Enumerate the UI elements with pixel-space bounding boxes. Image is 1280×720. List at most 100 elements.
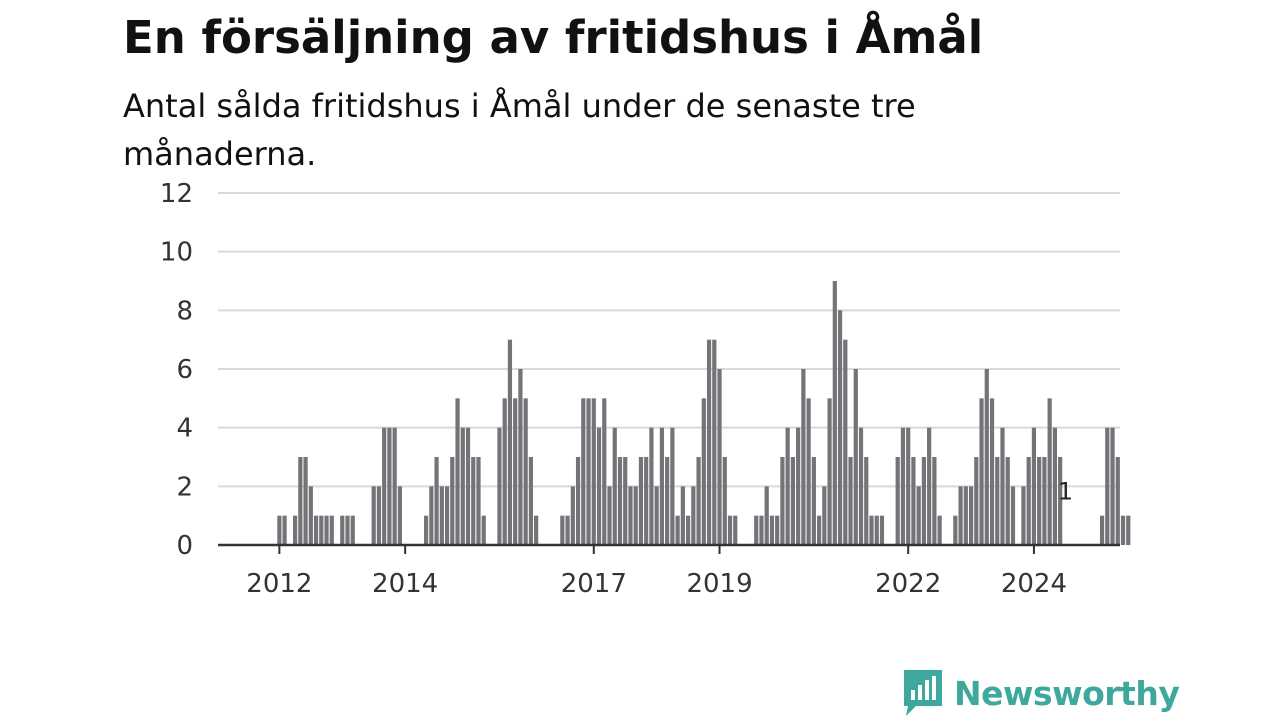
bar <box>476 457 481 545</box>
brand-logo: Newsworthy <box>902 668 1180 718</box>
bar <box>565 515 570 545</box>
bar <box>974 457 979 545</box>
bar <box>502 398 507 545</box>
bar <box>638 457 644 545</box>
bar <box>350 515 355 545</box>
bar <box>329 515 334 545</box>
x-tick-label: 2012 <box>246 569 312 599</box>
bar <box>607 486 612 545</box>
bar <box>277 515 282 545</box>
bar <box>874 515 879 545</box>
bar <box>1000 427 1005 545</box>
bar <box>534 515 539 545</box>
bar <box>460 427 465 545</box>
bar <box>1010 486 1016 545</box>
bar <box>680 486 685 545</box>
y-tick-label: 10 <box>160 238 193 268</box>
bar <box>895 457 900 545</box>
x-tick-label: 2024 <box>1001 569 1067 599</box>
bar <box>586 398 591 545</box>
bar <box>649 427 654 545</box>
bar <box>602 398 607 545</box>
bar <box>686 515 691 545</box>
bar <box>717 369 722 545</box>
bar <box>775 515 780 545</box>
bar <box>879 515 885 545</box>
bar <box>308 486 313 545</box>
bar <box>670 427 675 545</box>
bars <box>277 281 1131 545</box>
y-tick-label: 6 <box>176 355 193 385</box>
bar <box>796 427 801 545</box>
bar <box>1120 515 1126 545</box>
bar <box>654 486 659 545</box>
bar <box>979 398 984 545</box>
newsworthy-logo-icon <box>904 670 942 716</box>
bar <box>759 515 764 545</box>
bar <box>832 281 837 545</box>
bar <box>1105 427 1110 545</box>
bar <box>790 457 795 545</box>
bar <box>900 427 906 545</box>
bar <box>387 427 392 545</box>
bar <box>911 457 916 545</box>
bar <box>864 457 869 545</box>
bar <box>764 486 769 545</box>
bar <box>319 515 324 545</box>
bar <box>623 457 628 545</box>
bar <box>481 515 486 545</box>
bar <box>644 457 649 545</box>
bar <box>282 515 287 545</box>
bar <box>434 457 439 545</box>
bar <box>382 427 387 545</box>
bar <box>513 398 518 545</box>
bar <box>518 369 523 545</box>
chart-title: En försäljning av fritidshus i Åmål <box>123 11 984 64</box>
bar <box>1005 457 1010 545</box>
bar <box>429 486 434 545</box>
bar <box>822 486 827 545</box>
bar <box>450 457 455 545</box>
bar <box>958 486 963 545</box>
bar <box>843 339 848 545</box>
bar <box>722 457 727 545</box>
bar <box>1047 398 1052 545</box>
bar <box>853 369 858 545</box>
bar <box>984 369 989 545</box>
bar <box>1099 515 1105 545</box>
bar <box>1126 515 1131 545</box>
bar <box>523 398 528 545</box>
bar <box>596 427 602 545</box>
bar <box>1031 427 1037 545</box>
bar <box>376 486 382 545</box>
bar <box>837 310 843 545</box>
bar <box>497 427 502 545</box>
bar <box>1021 486 1026 545</box>
bar <box>444 486 450 545</box>
bar <box>439 486 444 545</box>
bar <box>345 515 350 545</box>
bar <box>817 515 822 545</box>
bar <box>424 515 429 545</box>
bar <box>712 339 717 545</box>
bar <box>612 427 617 545</box>
bar <box>633 486 638 545</box>
bar <box>1052 427 1057 545</box>
bar <box>869 515 874 545</box>
bar <box>581 398 586 545</box>
chart-subtitle: Antal sålda fritidshus i Åmål under de s… <box>123 87 916 173</box>
bar <box>963 486 968 545</box>
y-tick-label: 12 <box>160 179 193 209</box>
bar <box>953 515 958 545</box>
bar <box>392 427 397 545</box>
bar <box>659 427 664 545</box>
y-tick-label: 4 <box>176 414 193 444</box>
bar <box>995 457 1000 545</box>
bar <box>293 515 298 545</box>
bar <box>785 427 790 545</box>
bar <box>769 515 775 545</box>
bar <box>733 515 738 545</box>
bar <box>706 339 712 545</box>
bar <box>858 427 864 545</box>
